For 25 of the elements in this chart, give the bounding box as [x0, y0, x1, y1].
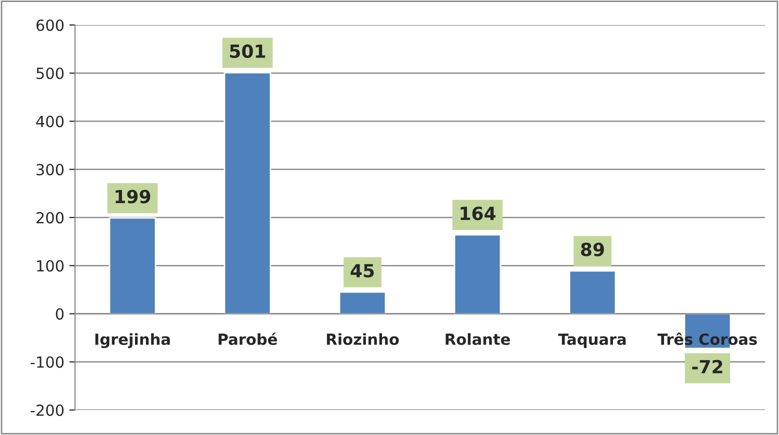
bar: [338, 291, 386, 314]
x-tick-label: Parobé: [218, 332, 277, 346]
bar: [108, 217, 156, 314]
y-tick-label: 0: [56, 308, 64, 320]
y-tick-label: 300: [36, 164, 64, 176]
y-tick-label: 600: [36, 19, 64, 32]
data-label: 89: [581, 242, 604, 256]
y-tick-label: 400: [36, 116, 64, 128]
x-tick-label: Rolante: [446, 333, 510, 346]
data-label: 45: [350, 264, 374, 278]
y-tick-label: -100: [30, 356, 64, 368]
data-label: -72: [692, 360, 722, 374]
bar: [224, 72, 272, 314]
x-tick-label: Riozinho: [326, 333, 399, 346]
data-label: 164: [460, 206, 496, 220]
data-label: 501: [230, 44, 266, 58]
y-tick-label: 100: [37, 260, 64, 272]
data-label: 199: [116, 190, 150, 204]
bar: [454, 234, 502, 314]
y-tick-label: 200: [36, 212, 64, 224]
y-tick-label: -200: [30, 404, 64, 416]
x-tick-label: Taquara: [558, 334, 626, 348]
x-tick-label: Igrejinha: [95, 333, 170, 348]
y-tick-label: 500: [36, 68, 64, 80]
bar: [568, 270, 616, 314]
